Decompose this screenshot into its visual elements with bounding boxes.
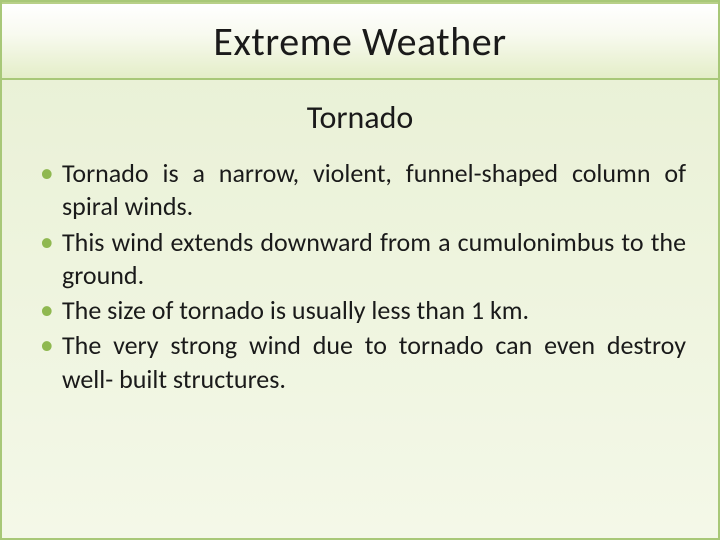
bullet-item: The very strong wind due to tornado can … [34,329,686,396]
content-area: Tornado is a narrow, violent, funnel-sha… [2,151,718,396]
bullet-item: This wind extends downward from a cumulo… [34,226,686,293]
slide-subtitle: Tornado [2,98,718,137]
bullet-item: Tornado is a narrow, violent, funnel-sha… [34,157,686,224]
subtitle-area: Tornado [2,80,718,151]
slide-title: Extreme Weather [213,17,506,66]
bullet-list: Tornado is a narrow, violent, funnel-sha… [34,157,686,396]
bullet-item: The size of tornado is usually less than… [34,294,686,327]
title-banner: Extreme Weather [2,2,718,80]
